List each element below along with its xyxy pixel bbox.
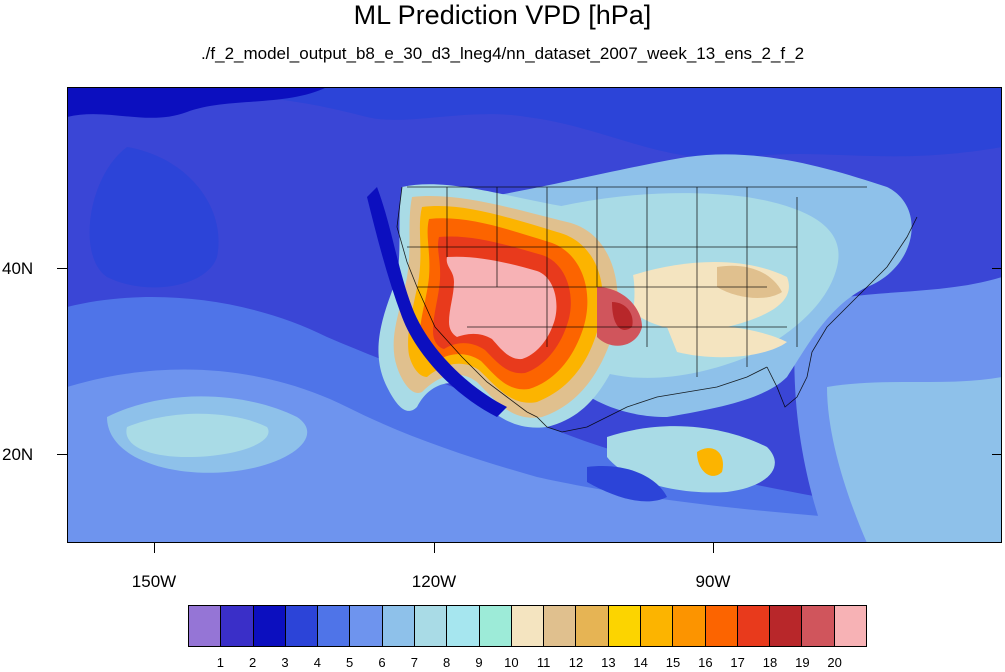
- colorbar-swatch: [479, 606, 512, 646]
- lon-label-90w: 90W: [695, 572, 731, 591]
- colorbar-swatch: [189, 606, 222, 646]
- colorbar-label: 6: [378, 655, 386, 670]
- colorbar-label: 4: [313, 655, 321, 670]
- colorbar-label: 16: [698, 655, 713, 670]
- colorbar-swatch: [511, 606, 545, 646]
- tick-lat-40-right: [992, 268, 1002, 269]
- colorbar-swatch: [414, 606, 448, 646]
- colorbar-label: 12: [568, 655, 584, 670]
- colorbar-swatch: [576, 606, 609, 646]
- colorbar-label: 17: [730, 655, 745, 670]
- colorbar-swatch: [802, 606, 835, 646]
- page-title: ML Prediction VPD [hPa]: [353, 0, 652, 30]
- colorbar-label: 15: [665, 655, 681, 670]
- colorbar-swatch: [253, 606, 286, 646]
- colorbar: [188, 605, 867, 647]
- colorbar-swatch: [318, 606, 351, 646]
- colorbar-swatch: [221, 606, 254, 646]
- colorbar-label: 9: [475, 655, 483, 670]
- lat-label-40n: 40N: [2, 259, 34, 278]
- colorbar-label: 18: [762, 655, 778, 670]
- colorbar-label: 8: [443, 655, 451, 670]
- colorbar-label: 13: [601, 655, 616, 670]
- tick-lon-90w: [713, 543, 714, 553]
- colorbar-swatch: [350, 606, 383, 646]
- tick-lon-150w: [154, 543, 155, 553]
- colorbar-label: 11: [536, 655, 551, 670]
- colorbar-label: 14: [633, 655, 648, 670]
- tick-lat-20: [57, 454, 67, 455]
- colorbar-swatch: [705, 606, 738, 646]
- colorbar-swatch: [285, 606, 319, 646]
- colorbar-label: 2: [249, 655, 257, 670]
- vpd-contour-map: [67, 87, 1002, 543]
- colorbar-swatch: [382, 606, 415, 646]
- map-field: [67, 87, 1002, 543]
- colorbar-label: 20: [827, 655, 842, 670]
- colorbar-swatch: [544, 606, 577, 646]
- colorbar-label: 19: [795, 655, 810, 670]
- tick-lat-40: [57, 268, 67, 269]
- colorbar-label: 10: [504, 655, 519, 670]
- tick-lon-120w: [434, 543, 435, 553]
- colorbar-label: 5: [346, 655, 354, 670]
- colorbar-swatch: [737, 606, 771, 646]
- lat-label-20n: 20N: [2, 445, 34, 464]
- colorbar-swatch: [770, 606, 803, 646]
- colorbar-label: 3: [281, 655, 289, 670]
- tick-lat-20-right: [992, 454, 1002, 455]
- lon-label-150w: 150W: [131, 572, 177, 591]
- colorbar-label: 1: [216, 655, 224, 670]
- colorbar-label: 7: [410, 655, 418, 670]
- subtitle: ./f_2_model_output_b8_e_30_d3_lneg4/nn_d…: [200, 44, 805, 63]
- colorbar-swatch: [673, 606, 706, 646]
- colorbar-swatch: [608, 606, 641, 646]
- lon-label-120w: 120W: [411, 572, 457, 591]
- colorbar-swatch: [447, 606, 480, 646]
- colorbar-swatch: [640, 606, 674, 646]
- colorbar-swatch: [834, 606, 866, 646]
